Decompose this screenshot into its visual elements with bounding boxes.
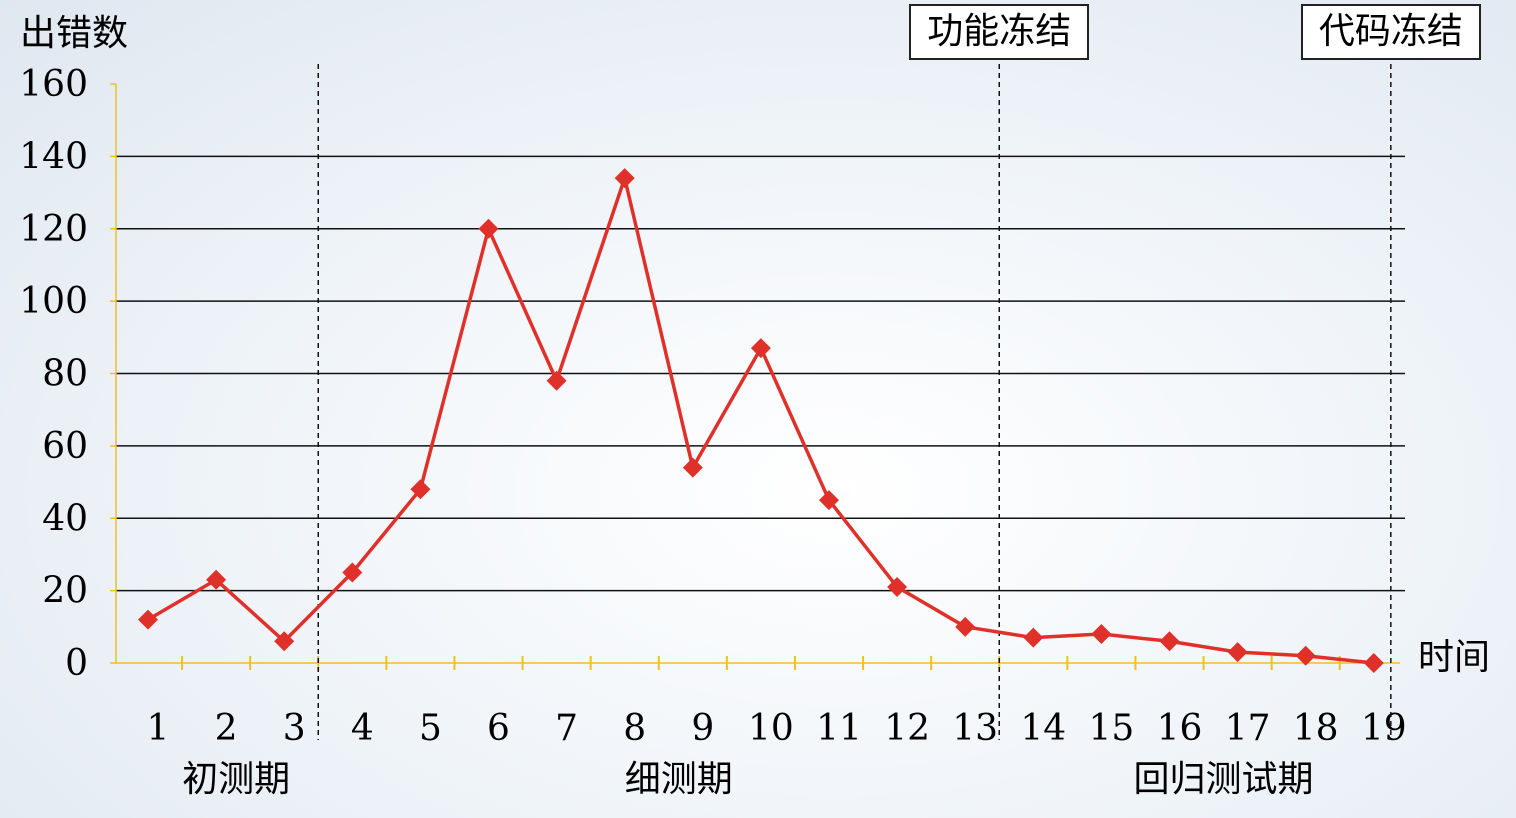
feature-freeze-label: 功能冻结 — [909, 4, 1090, 60]
phase-label-regression: 回归测试期 — [1133, 759, 1314, 800]
data-point — [1227, 642, 1248, 663]
x-tick-label: 10 — [748, 708, 794, 749]
y-tick-label: 0 — [65, 643, 88, 684]
data-point — [1295, 645, 1316, 666]
y-axis-title: 出错数 — [20, 13, 129, 54]
y-tick-label: 140 — [19, 136, 88, 177]
x-tick-label: 12 — [884, 708, 930, 749]
x-tick-label: 14 — [1020, 708, 1066, 749]
x-tick-label: 11 — [816, 708, 862, 749]
code-freeze-label: 代码冻结 — [1300, 4, 1481, 60]
data-point — [887, 577, 908, 598]
y-tick-label: 120 — [19, 209, 88, 250]
x-tick-label: 19 — [1361, 708, 1407, 749]
x-tick-label: 8 — [623, 708, 646, 749]
y-tick-label: 80 — [42, 354, 88, 395]
data-point — [614, 168, 635, 189]
x-tick-label: 17 — [1225, 708, 1271, 749]
data-point — [819, 490, 839, 511]
data-point — [206, 569, 227, 590]
data-point — [478, 218, 499, 239]
x-tick-label: 2 — [215, 708, 238, 749]
y-tick-label: 20 — [42, 571, 88, 612]
data-point — [682, 457, 703, 478]
x-tick-label: 5 — [419, 708, 442, 749]
data-point — [546, 370, 567, 391]
x-tick-label: 15 — [1088, 708, 1134, 749]
x-tick-label: 13 — [952, 708, 998, 749]
x-tick-label: 6 — [487, 708, 510, 749]
y-tick-label: 160 — [19, 64, 88, 105]
x-axis-title: 时间 — [1418, 637, 1491, 678]
phase-label-detailed: 细测期 — [624, 759, 733, 800]
data-point — [1159, 631, 1180, 652]
x-tick-label: 3 — [283, 708, 306, 749]
data-point — [1363, 653, 1384, 673]
data-point — [274, 631, 295, 652]
data-point — [138, 609, 158, 630]
x-tick-label: 7 — [555, 708, 578, 749]
y-tick-label: 100 — [19, 281, 88, 322]
x-tick-label: 16 — [1157, 708, 1203, 749]
y-tick-label: 60 — [42, 426, 88, 467]
phase-label-initial: 初测期 — [182, 759, 291, 800]
data-point — [1023, 627, 1044, 648]
y-tick-label: 40 — [42, 498, 88, 539]
x-tick-label: 9 — [691, 708, 714, 749]
data-point — [410, 479, 431, 500]
data-point — [750, 338, 771, 359]
x-tick-label: 18 — [1293, 708, 1339, 749]
x-tick-label: 1 — [147, 708, 170, 749]
data-point — [1091, 624, 1112, 645]
x-tick-label: 4 — [351, 708, 374, 749]
data-point — [955, 616, 976, 637]
data-point — [342, 562, 363, 583]
